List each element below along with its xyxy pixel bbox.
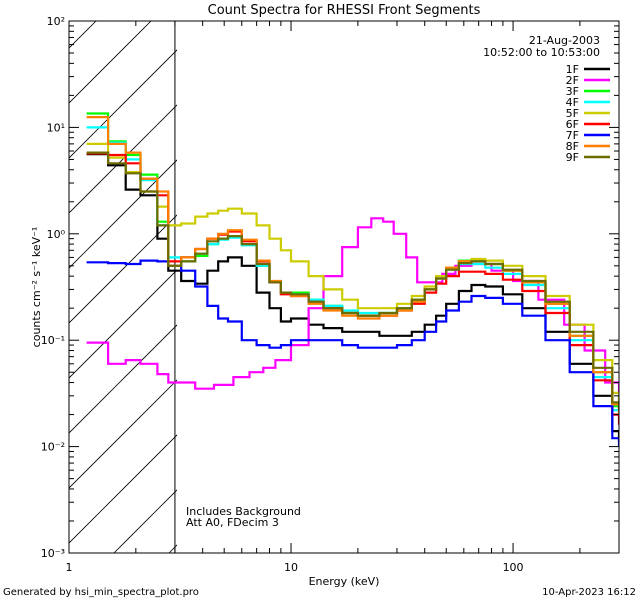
chart-title: Count Spectra for RHESSI Front Segments — [208, 3, 481, 18]
legend-label-3f: 3F — [566, 85, 579, 98]
y-tick-label: 10⁰ — [47, 228, 66, 241]
series-9f — [86, 151, 619, 411]
hatch-line — [69, 21, 97, 49]
legend-label-4f: 4F — [566, 96, 579, 109]
footer-generated-by: Generated by hsi_min_spectra_plot.pro — [3, 587, 199, 598]
hatch-line — [69, 104, 177, 214]
hatch-line — [69, 434, 177, 544]
series-5f — [86, 142, 619, 403]
y-tick-label: 10⁻¹ — [41, 334, 65, 347]
hatch-line — [69, 379, 177, 489]
hatch-line — [609, 0, 640, 553]
y-tick-label: 10⁻³ — [41, 547, 65, 560]
hatched-region — [0, 0, 640, 553]
hatch-line — [69, 214, 177, 324]
hatch-line — [334, 0, 640, 553]
series-3f — [86, 112, 619, 415]
hatch-line — [389, 0, 640, 553]
hatch-line — [113, 489, 177, 553]
series-8f — [86, 116, 619, 415]
y-tick-label: 10¹ — [47, 121, 65, 134]
x-tick-label: 1 — [66, 561, 73, 574]
legend-label-6f: 6F — [566, 118, 579, 131]
series-1f — [86, 153, 619, 443]
time-range-label: 10:52:00 to 10:53:00 — [483, 46, 600, 59]
hatch-line — [69, 21, 152, 104]
x-tick-label: 10 — [284, 561, 298, 574]
date-label: 21-Aug-2003 — [529, 34, 600, 47]
x-axis-label: Energy (keV) — [309, 575, 380, 588]
footer-timestamp: 10-Apr-2023 16:12 — [542, 587, 636, 598]
annotation-background: Includes Background — [186, 505, 301, 518]
x-tick-label: 100 — [503, 561, 524, 574]
y-tick-label: 10² — [47, 15, 65, 28]
legend-label-2f: 2F — [566, 74, 579, 87]
hatch-line — [0, 0, 109, 553]
series-4f — [86, 126, 619, 420]
hatch-line — [69, 159, 177, 269]
legend-label-5f: 5F — [566, 107, 579, 120]
y-tick-label: 10⁻² — [41, 441, 65, 454]
legend-label-7f: 7F — [566, 129, 579, 142]
y-axis-label: counts cm⁻² s⁻¹ keV⁻¹ — [30, 227, 43, 348]
hatch-line — [69, 49, 177, 159]
plot-frame — [68, 20, 620, 554]
hatch-line — [69, 324, 177, 434]
legend-label-1f: 1F — [566, 63, 579, 76]
legend-label-8f: 8F — [566, 140, 579, 153]
legend-label-9f: 9F — [566, 151, 579, 164]
annotation-attenuator: Att A0, FDecim 3 — [186, 516, 279, 529]
hatch-line — [69, 269, 177, 379]
